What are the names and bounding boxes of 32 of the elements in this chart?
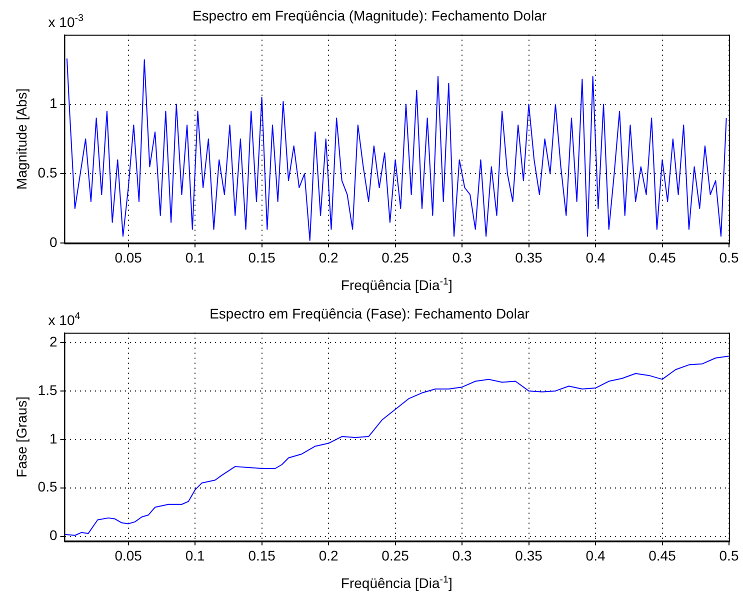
x-tick-label: 0.1: [185, 547, 206, 564]
x-tick-label: 0.45: [648, 547, 676, 564]
x-tick-label: 0.2: [318, 249, 338, 266]
y-tick-label: 0.5: [38, 164, 58, 181]
y-tick-label: 0: [49, 234, 58, 250]
x-tick-label: 0.1: [185, 249, 206, 266]
x-tick-label: 0.35: [515, 249, 543, 266]
x-tick-label: 0.3: [452, 547, 472, 564]
x-tick-label: 0.5: [719, 547, 739, 564]
x-tick-label: 0.15: [248, 547, 276, 564]
y-tick-label: 1.5: [38, 382, 58, 398]
x-tick-label: 0.25: [382, 249, 410, 266]
x-tick-label: 0.4: [586, 547, 606, 564]
y-tick-label: 1: [49, 95, 58, 112]
y-tick-label: 1: [49, 430, 58, 446]
x-tick-label: 0.25: [382, 547, 410, 564]
x-tick-label: 0.05: [114, 249, 142, 266]
y-tick-label: 0: [49, 527, 58, 544]
y-tick-label: 0.5: [38, 478, 58, 495]
x-tick-label: 0.35: [515, 547, 543, 564]
y-axis-title: Fase [Graus]: [13, 396, 30, 478]
y-axis-title: Magnitude [Abs]: [13, 88, 30, 190]
x-tick-label: 0.2: [318, 547, 338, 564]
chart-title: Espectro em Freqüência (Fase): Fechamento Dolar: [210, 305, 530, 322]
x-tick-label: 0.3: [452, 249, 472, 266]
x-tick-label: 0.45: [648, 249, 676, 266]
chart-title: Espectro em Freqüência (Magnitude): Fechamento Dolar: [192, 7, 547, 24]
y-tick-label: 2: [49, 333, 58, 350]
x-tick-label: 0.15: [248, 249, 276, 266]
x-tick-label: 0.5: [719, 249, 739, 266]
x-tick-label: 0.05: [114, 547, 142, 564]
x-tick-label: 0.4: [586, 249, 606, 266]
